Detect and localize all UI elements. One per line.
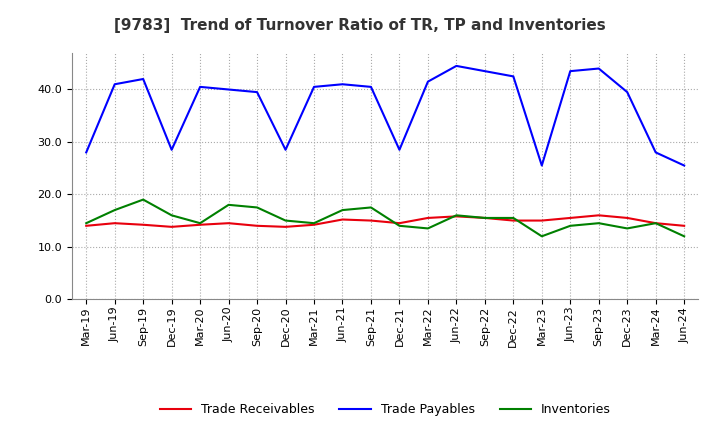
Trade Payables [423,79,432,84]
Inventories [366,205,375,210]
Inventories [139,197,148,202]
Trade Payables [196,84,204,89]
Trade Payables [680,163,688,168]
Trade Receivables [167,224,176,230]
Inventories [82,220,91,226]
Trade Payables [509,74,518,79]
Trade Payables [366,84,375,89]
Trade Payables [452,63,461,69]
Trade Payables [566,69,575,74]
Trade Receivables [366,218,375,223]
Inventories [652,220,660,226]
Trade Payables [537,163,546,168]
Trade Payables [595,66,603,71]
Trade Payables [82,150,91,155]
Trade Payables [167,147,176,152]
Line: Trade Receivables: Trade Receivables [86,215,684,227]
Line: Inventories: Inventories [86,200,684,236]
Inventories [566,223,575,228]
Trade Receivables [595,213,603,218]
Trade Receivables [566,215,575,220]
Text: [9783]  Trend of Turnover Ratio of TR, TP and Inventories: [9783] Trend of Turnover Ratio of TR, TP… [114,18,606,33]
Legend: Trade Receivables, Trade Payables, Inventories: Trade Receivables, Trade Payables, Inven… [155,398,616,421]
Trade Payables [338,81,347,87]
Trade Payables [253,89,261,95]
Inventories [680,234,688,239]
Inventories [167,213,176,218]
Trade Receivables [253,223,261,228]
Inventories [253,205,261,210]
Trade Payables [652,150,660,155]
Trade Payables [225,87,233,92]
Inventories [110,207,119,213]
Inventories [509,215,518,220]
Trade Receivables [82,223,91,228]
Trade Payables [282,147,290,152]
Trade Receivables [423,215,432,220]
Inventories [395,223,404,228]
Inventories [595,220,603,226]
Trade Payables [395,147,404,152]
Trade Payables [110,81,119,87]
Inventories [537,234,546,239]
Inventories [282,218,290,223]
Line: Trade Payables: Trade Payables [86,66,684,165]
Trade Receivables [623,215,631,220]
Trade Payables [310,84,318,89]
Inventories [623,226,631,231]
Inventories [310,220,318,226]
Trade Receivables [196,222,204,227]
Trade Receivables [395,220,404,226]
Trade Payables [139,77,148,82]
Inventories [452,213,461,218]
Trade Receivables [652,220,660,226]
Inventories [338,207,347,213]
Trade Receivables [310,222,318,227]
Trade Receivables [509,218,518,223]
Trade Receivables [480,215,489,220]
Trade Receivables [282,224,290,230]
Trade Receivables [680,223,688,228]
Trade Receivables [139,222,148,227]
Trade Receivables [225,220,233,226]
Inventories [225,202,233,208]
Trade Receivables [537,218,546,223]
Trade Receivables [110,220,119,226]
Trade Payables [480,69,489,74]
Trade Receivables [452,214,461,219]
Trade Receivables [338,217,347,222]
Trade Payables [623,89,631,95]
Inventories [196,220,204,226]
Inventories [423,226,432,231]
Inventories [480,215,489,220]
